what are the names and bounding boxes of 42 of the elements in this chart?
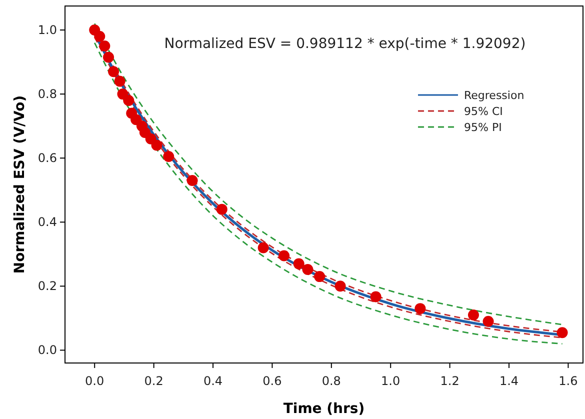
legend-label: 95% CI bbox=[464, 105, 503, 118]
point bbox=[556, 327, 568, 338]
point bbox=[114, 76, 126, 87]
y-tick-label: 0.8 bbox=[38, 87, 57, 102]
y-tick-label: 1.0 bbox=[38, 23, 57, 38]
x-tick-label: 1.2 bbox=[440, 374, 460, 388]
x-tick-label: 1.0 bbox=[381, 374, 400, 388]
point bbox=[103, 52, 114, 63]
y-tick-label: 0.0 bbox=[38, 343, 57, 358]
x-axis-title: Time (hrs) bbox=[283, 401, 365, 417]
point bbox=[314, 271, 326, 282]
point bbox=[414, 303, 426, 314]
point bbox=[334, 280, 346, 292]
point bbox=[293, 258, 304, 270]
point bbox=[163, 150, 174, 162]
x-tick-label: 0.0 bbox=[85, 374, 104, 388]
x-tick-label: 0.2 bbox=[144, 374, 164, 388]
x-tick-label: 0.4 bbox=[203, 374, 223, 388]
legend-label: Regression bbox=[464, 89, 524, 102]
point bbox=[186, 175, 198, 186]
point bbox=[370, 291, 382, 302]
point bbox=[123, 94, 134, 106]
point bbox=[258, 242, 269, 254]
x-tick-label: 0.6 bbox=[262, 374, 282, 388]
y-tick-label: 0.4 bbox=[38, 215, 57, 230]
point bbox=[151, 140, 162, 151]
point bbox=[468, 309, 479, 320]
point bbox=[94, 30, 106, 42]
point bbox=[108, 66, 120, 78]
point bbox=[302, 264, 314, 276]
point bbox=[99, 40, 110, 52]
annotation: Normalized ESV = 0.989112 * exp(-time * 1.92092) bbox=[164, 36, 526, 52]
x-tick-label: 0.8 bbox=[322, 374, 341, 388]
y-tick-label: 0.2 bbox=[38, 279, 57, 294]
legend-label: 95% PI bbox=[464, 121, 502, 134]
point bbox=[482, 316, 494, 327]
x-tick-label: 1.4 bbox=[499, 374, 519, 388]
point bbox=[278, 250, 290, 262]
x-tick-label: 1.6 bbox=[558, 374, 578, 388]
y-axis-title: Normalized ESV (V/Vo) bbox=[12, 95, 28, 274]
y-tick-label: 0.6 bbox=[38, 151, 57, 166]
point bbox=[216, 204, 228, 215]
